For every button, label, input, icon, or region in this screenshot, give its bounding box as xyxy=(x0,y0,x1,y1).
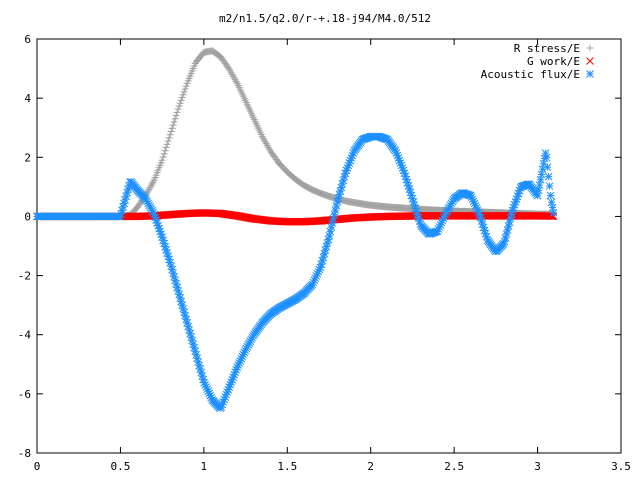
x-tick-label: 2.5 xyxy=(444,460,464,473)
y-tick-label: -2 xyxy=(18,270,31,283)
data-point xyxy=(145,185,153,193)
y-tick-label: -8 xyxy=(18,447,31,460)
legend-marker xyxy=(586,44,594,52)
data-point xyxy=(545,182,554,190)
data-point xyxy=(259,134,267,142)
data-point xyxy=(148,180,156,188)
data-point xyxy=(162,143,170,151)
data-point xyxy=(262,140,270,148)
x-tick-label: 1 xyxy=(201,460,208,473)
y-tick-label: -6 xyxy=(18,388,31,401)
data-point xyxy=(228,70,236,78)
y-tick-label: 0 xyxy=(24,210,31,223)
data-point xyxy=(396,159,405,167)
y-tick-label: 4 xyxy=(24,92,31,105)
data-point xyxy=(328,219,337,227)
data-point xyxy=(175,102,183,110)
data-point xyxy=(536,175,545,184)
data-point xyxy=(260,136,268,144)
data-point xyxy=(541,149,550,157)
y-tick-label: 2 xyxy=(24,151,31,164)
legend-marker xyxy=(586,57,594,65)
data-point xyxy=(177,96,185,104)
data-point xyxy=(332,202,341,210)
data-point xyxy=(232,78,240,86)
data-point xyxy=(180,88,188,96)
x-tick-label: 3 xyxy=(534,460,541,473)
legend-marker xyxy=(586,70,594,78)
plot-frame xyxy=(36,38,622,454)
data-point xyxy=(181,85,189,93)
data-point xyxy=(172,112,180,120)
data-point xyxy=(225,65,233,73)
legend-label: Acoustic flux/E xyxy=(481,68,580,81)
data-point xyxy=(542,153,551,162)
series-layer xyxy=(33,47,558,413)
axes: 0 0.5 1 1.5 2 2.5 3 3.5 -8 -6 -4 -2 0 2 4 6 xyxy=(18,33,631,473)
data-point xyxy=(166,131,174,139)
data-point xyxy=(144,187,152,195)
x-tick-label: 0 xyxy=(34,460,41,473)
data-point xyxy=(146,183,154,191)
data-point xyxy=(173,108,181,116)
data-point xyxy=(229,72,237,80)
data-point xyxy=(227,69,235,77)
data-point xyxy=(327,223,336,232)
data-point xyxy=(160,150,168,158)
data-point xyxy=(226,67,234,75)
legend-label: G work/E xyxy=(527,55,580,68)
x-tick-label: 3.5 xyxy=(611,460,631,473)
legend-label: R stress/E xyxy=(514,42,580,55)
data-point xyxy=(163,140,171,148)
data-point xyxy=(169,121,177,129)
data-point xyxy=(170,118,178,126)
data-point xyxy=(158,156,166,164)
data-point xyxy=(549,209,558,217)
data-point xyxy=(231,76,239,84)
data-point xyxy=(179,91,187,99)
x-tick-label: 0.5 xyxy=(110,460,130,473)
data-point xyxy=(258,133,266,141)
x-tick-label: 2 xyxy=(367,460,374,473)
data-point xyxy=(182,82,190,90)
data-point xyxy=(171,115,179,123)
data-point xyxy=(165,134,173,142)
data-point xyxy=(325,231,334,240)
data-point xyxy=(230,74,238,82)
data-point xyxy=(264,143,272,151)
data-point xyxy=(261,138,269,146)
series-acoustic-flux-e xyxy=(33,132,558,413)
data-point xyxy=(176,99,184,107)
data-point xyxy=(161,147,169,155)
data-point xyxy=(178,94,186,102)
data-point xyxy=(147,182,155,190)
data-point xyxy=(408,194,417,203)
data-point xyxy=(543,163,552,171)
data-point xyxy=(174,105,182,113)
x-tick-label: 1.5 xyxy=(277,460,297,473)
data-point xyxy=(546,191,555,200)
data-point xyxy=(263,141,271,149)
data-point xyxy=(548,203,557,212)
y-tick-label: -4 xyxy=(18,329,32,342)
data-point xyxy=(164,137,172,145)
data-point xyxy=(159,153,167,161)
y-tick-label: 6 xyxy=(24,33,31,46)
data-point xyxy=(544,172,553,181)
chart-title: m2/n1.5/q2.0/r-+.18-j94/M4.0/512 xyxy=(219,12,431,25)
data-point xyxy=(167,127,175,135)
data-point xyxy=(168,124,176,132)
